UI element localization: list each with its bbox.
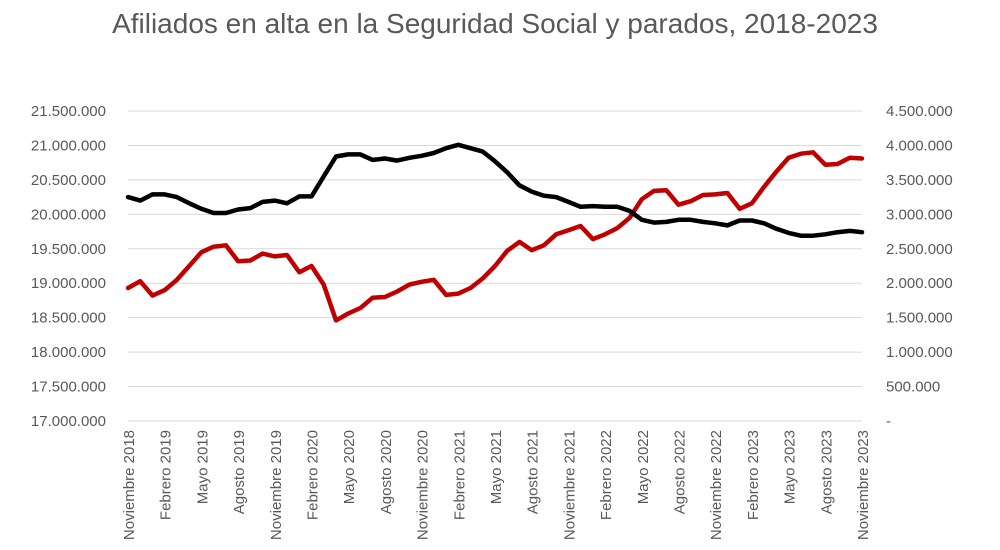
- left-axis-tick-label: 19.000.000: [31, 275, 106, 292]
- right-axis-tick-label: 4.000.000: [886, 137, 953, 154]
- x-axis-tick-label: Agosto 2022: [672, 430, 689, 514]
- x-axis-tick-label: Noviembre 2020: [415, 430, 432, 540]
- right-axis-tick-label: 4.500.000: [886, 103, 953, 120]
- x-axis-tick-label: Febrero 2022: [598, 430, 615, 520]
- x-axis-tick-label: Mayo 2023: [782, 430, 799, 504]
- right-axis-tick-label: 500.000: [886, 379, 940, 396]
- x-axis-tick-label: Febrero 2021: [451, 430, 468, 520]
- x-axis-tick-label: Noviembre 2019: [268, 430, 285, 540]
- x-axis-tick-label: Mayo 2022: [635, 430, 652, 504]
- x-axis-tick-label: Noviembre 2023: [855, 430, 872, 540]
- x-axis-tick-label: Agosto 2020: [378, 430, 395, 514]
- right-axis-tick-labels: - 500.000 1.000.000 1.500.000 2.000.000 2.500…: [886, 103, 953, 430]
- x-axis-tick-label: Noviembre 2018: [121, 430, 138, 540]
- x-axis-tick-labels: Noviembre 2018 Febrero 2019 Mayo 2019 Agost…: [121, 430, 872, 540]
- series-layer: [125, 142, 865, 323]
- left-axis-tick-label: 21.500.000: [31, 103, 106, 120]
- x-axis-tick-label: Mayo 2020: [341, 430, 358, 504]
- left-axis-tick-label: 18.500.000: [31, 310, 106, 327]
- right-axis-tick-label: 3.000.000: [886, 206, 953, 223]
- x-axis-tick-label: Mayo 2021: [488, 430, 505, 504]
- x-axis-tick-label: Agosto 2019: [231, 430, 248, 514]
- x-axis-tick-label: Agosto 2021: [525, 430, 542, 514]
- left-axis-tick-label: 17.500.000: [31, 379, 106, 396]
- left-axis-tick-label: 20.000.000: [31, 206, 106, 223]
- x-axis-tick-label: Noviembre 2021: [561, 430, 578, 540]
- x-axis-tick-label: Febrero 2020: [305, 430, 322, 520]
- left-axis-tick-label: 17.000.000: [31, 413, 106, 430]
- x-axis-tick-label: Febrero 2019: [158, 430, 175, 520]
- right-axis-tick-label: 1.000.000: [886, 344, 953, 361]
- series-line-left-axis: [125, 150, 865, 323]
- x-axis-tick-label: Febrero 2023: [745, 430, 762, 520]
- x-axis-tick-label: Mayo 2019: [194, 430, 211, 504]
- right-axis-tick-label: 2.500.000: [886, 241, 953, 258]
- left-axis-tick-label: 20.500.000: [31, 172, 106, 189]
- series-line-right-axis: [125, 142, 865, 238]
- gridlines: [128, 110, 862, 422]
- left-axis-tick-label: 21.000.000: [31, 137, 106, 154]
- right-axis-tick-label: 1.500.000: [886, 310, 953, 327]
- x-axis-tick-label: Noviembre 2022: [708, 430, 725, 540]
- right-axis-tick-label: 3.500.000: [886, 172, 953, 189]
- right-axis-tick-label: -: [886, 413, 891, 430]
- chart-title: Afiliados en alta en la Seguridad Social…: [112, 8, 878, 39]
- left-axis-tick-labels: 17.000.000 17.500.000 18.000.000 18.500.000…: [31, 103, 106, 430]
- left-axis-tick-label: 19.500.000: [31, 241, 106, 258]
- left-axis-tick-label: 18.000.000: [31, 344, 106, 361]
- right-axis-tick-label: 2.000.000: [886, 275, 953, 292]
- x-axis-tick-label: Agosto 2023: [818, 430, 835, 514]
